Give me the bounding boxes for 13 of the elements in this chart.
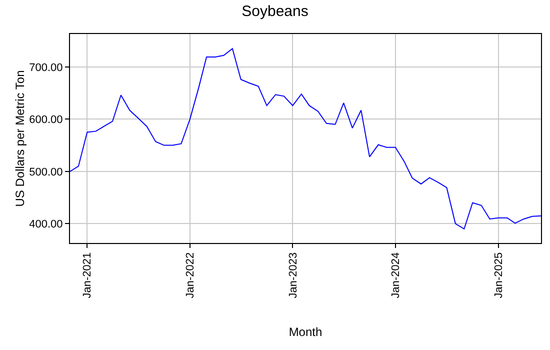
x-tick-label: Jan-2024 — [390, 252, 402, 298]
x-tick-label: Jan-2022 — [184, 252, 197, 298]
chart-title: Soybeans — [242, 2, 308, 20]
y-tick-label: 700.00 — [29, 62, 63, 74]
y-tick-label: 600.00 — [29, 114, 63, 126]
y-tick-label: 400.00 — [29, 218, 63, 231]
y-axis-title: US Dollars per Metric Ton — [13, 70, 28, 207]
x-tick-label: Jan-2023 — [287, 252, 300, 298]
x-tick-label: Jan-2021 — [82, 252, 94, 298]
x-axis-title: Month — [288, 325, 322, 340]
y-tick-label: 500.00 — [29, 166, 63, 178]
x-tick-label: Jan-2025 — [493, 252, 506, 298]
line-series — [70, 48, 541, 230]
